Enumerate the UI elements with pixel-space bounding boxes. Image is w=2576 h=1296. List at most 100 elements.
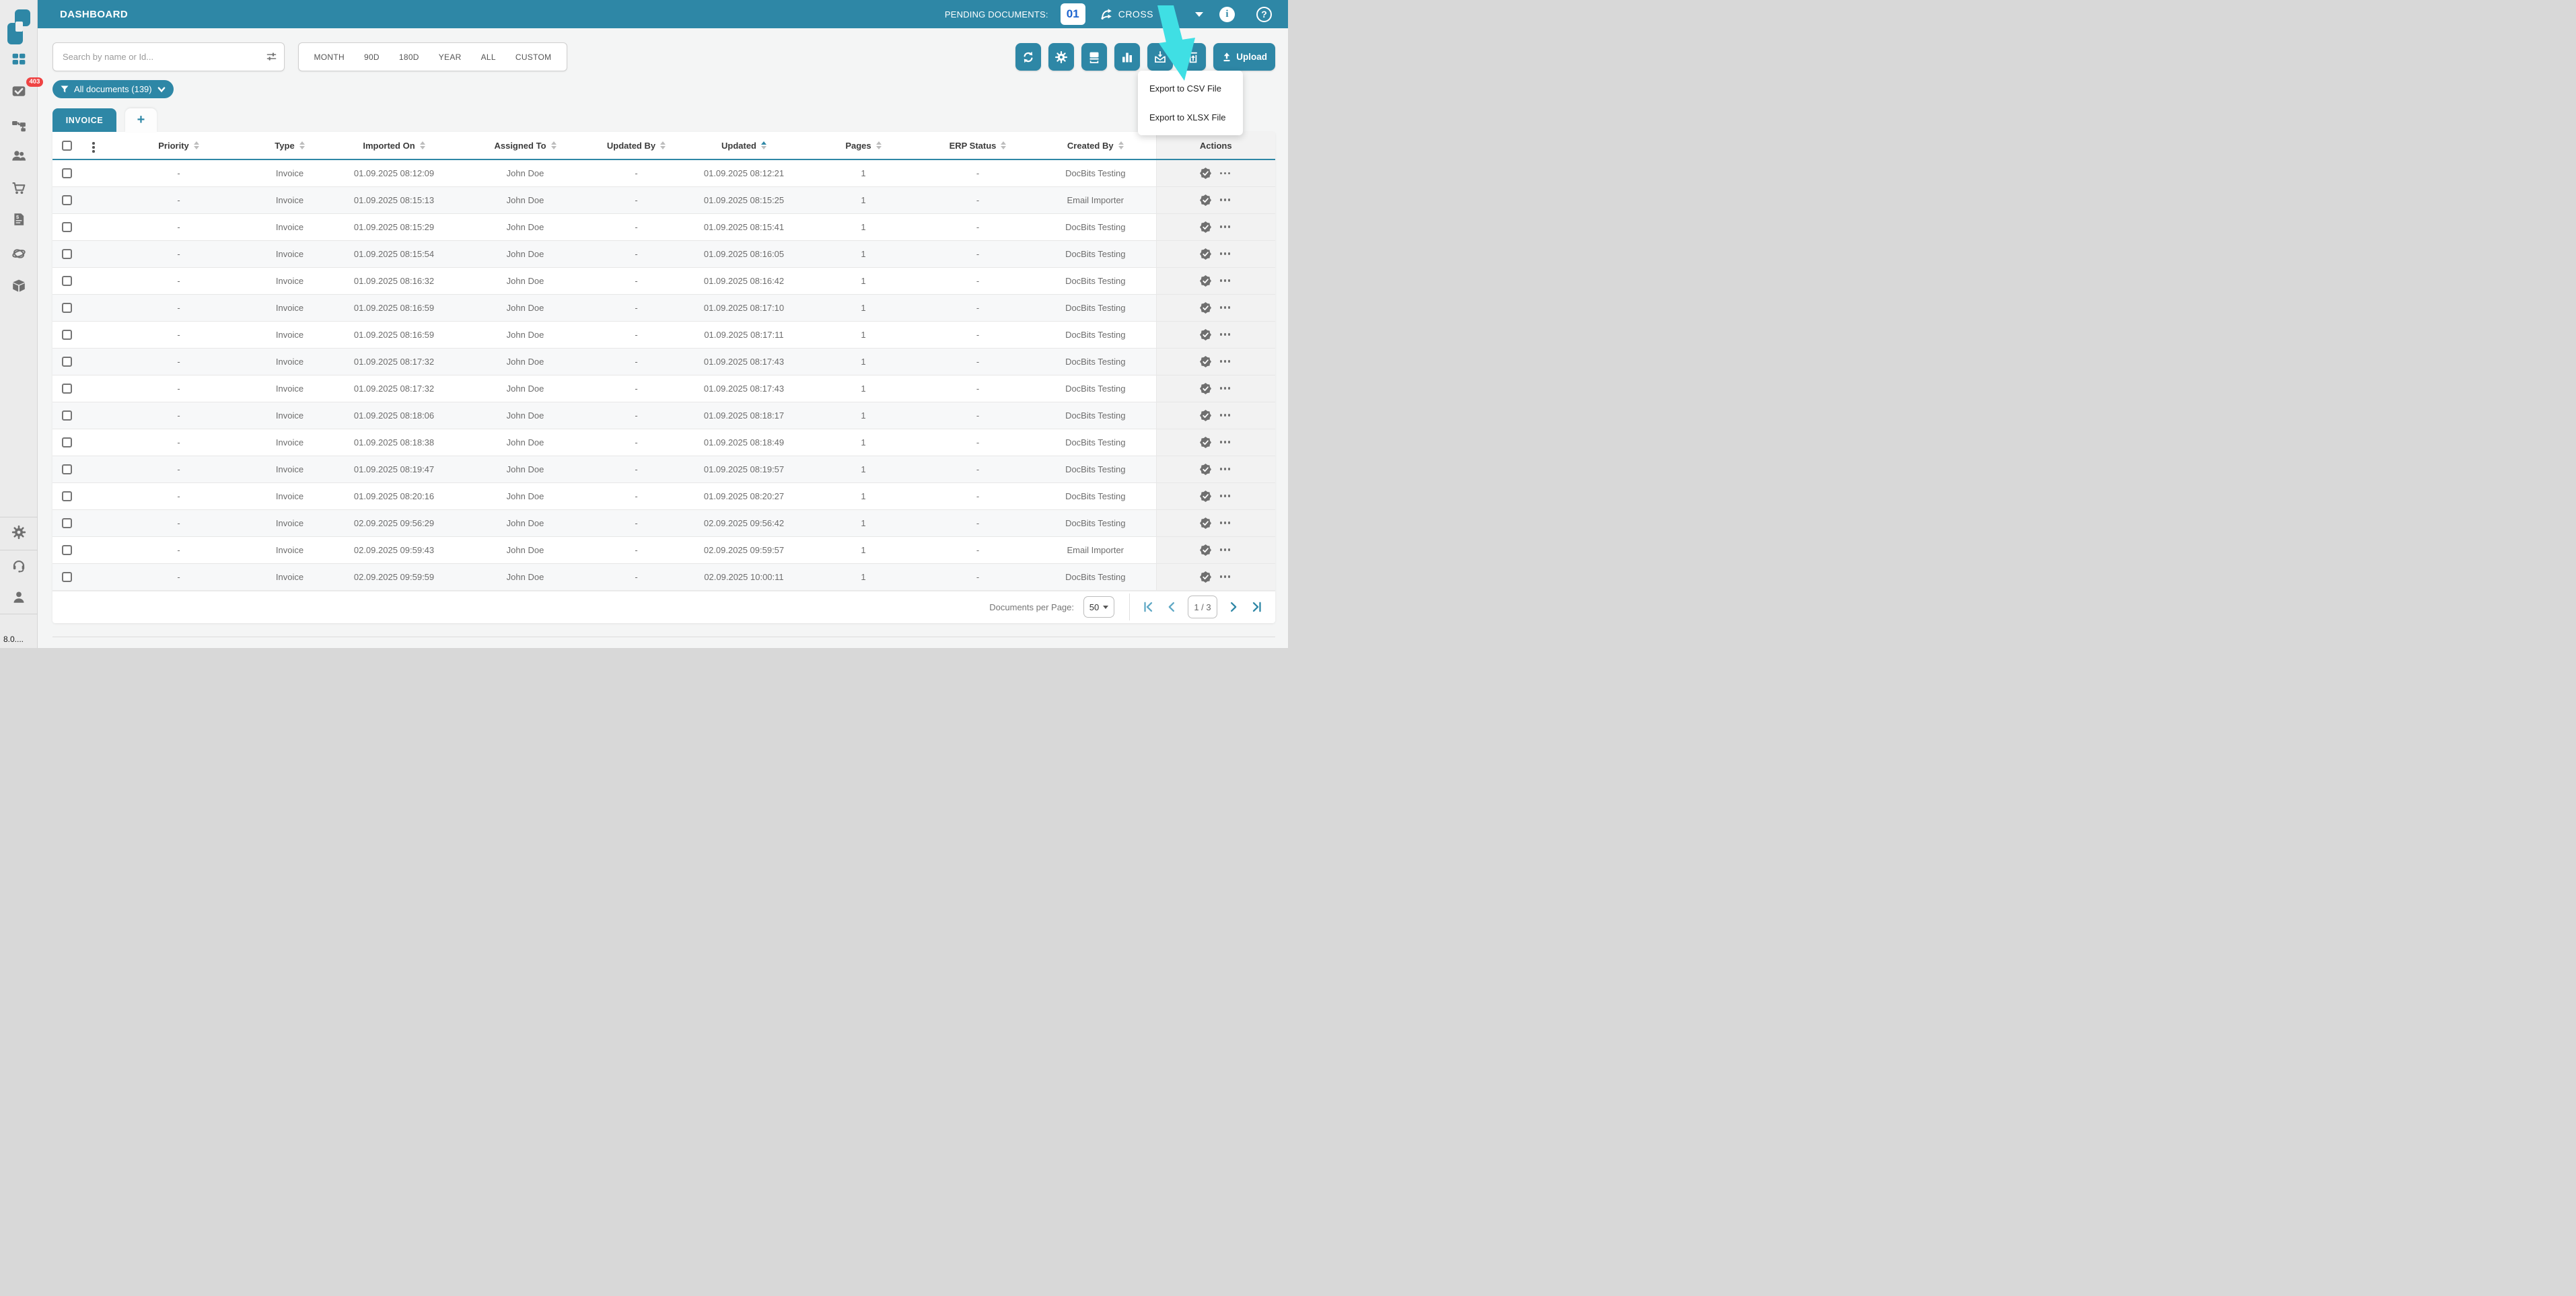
row-checkbox[interactable] (62, 222, 72, 232)
row-actions-menu-icon[interactable] (1218, 573, 1233, 580)
row-actions-menu-icon[interactable] (1218, 385, 1233, 392)
last-page-button[interactable] (1250, 600, 1263, 614)
verified-badge-icon[interactable] (1200, 437, 1211, 448)
row-actions-menu-icon[interactable] (1218, 304, 1233, 311)
table-row[interactable]: -Invoice01.09.2025 08:17:32John Doe-01.0… (52, 348, 1275, 375)
column-header-created-by[interactable]: Created By (1035, 132, 1156, 159)
sidebar-item-packages[interactable] (11, 279, 26, 293)
verified-badge-icon[interactable] (1200, 275, 1211, 287)
sidebar-item-integrations[interactable] (11, 246, 26, 261)
column-menu-icon[interactable] (90, 140, 97, 155)
date-filter-all[interactable]: ALL (480, 50, 497, 65)
per-page-select[interactable]: 50 (1083, 596, 1114, 618)
sort-icons[interactable] (194, 141, 199, 149)
table-row[interactable]: -Invoice01.09.2025 08:12:09John Doe-01.0… (52, 159, 1275, 186)
column-header-pages[interactable]: Pages (806, 132, 921, 159)
refresh-button[interactable] (1015, 43, 1041, 71)
row-checkbox[interactable] (62, 276, 72, 286)
verified-badge-icon[interactable] (1200, 329, 1211, 340)
verified-badge-icon[interactable] (1200, 221, 1211, 233)
sidebar-item-tasks[interactable]: 403 (11, 83, 26, 98)
export-menu-item-0[interactable]: Export to CSV File (1138, 74, 1243, 103)
date-filter-month[interactable]: MONTH (312, 50, 346, 65)
info-button[interactable]: i (1219, 7, 1235, 22)
previous-page-button[interactable] (1165, 600, 1178, 614)
column-header-updated-by[interactable]: Updated By (591, 132, 682, 159)
table-row[interactable]: -Invoice01.09.2025 08:18:38John Doe-01.0… (52, 429, 1275, 456)
table-row[interactable]: -Invoice01.09.2025 08:20:16John Doe-01.0… (52, 482, 1275, 509)
settings-button[interactable] (1048, 43, 1074, 71)
table-row[interactable]: -Invoice01.09.2025 08:15:29John Doe-01.0… (52, 213, 1275, 240)
date-filter-year[interactable]: YEAR (437, 50, 463, 65)
verified-badge-icon[interactable] (1200, 517, 1211, 529)
sidebar-item-users[interactable] (11, 149, 26, 164)
table-row[interactable]: -Invoice02.09.2025 09:56:29John Doe-02.0… (52, 509, 1275, 536)
date-filter-90d[interactable]: 90D (363, 50, 381, 65)
column-header-erp-status[interactable]: ERP Status (921, 132, 1035, 159)
verified-badge-icon[interactable] (1200, 383, 1211, 394)
advanced-filter-icon[interactable] (266, 51, 277, 63)
column-header-priority[interactable]: Priority (106, 132, 251, 159)
row-checkbox[interactable] (62, 357, 72, 367)
row-actions-menu-icon[interactable] (1218, 519, 1233, 526)
row-actions-menu-icon[interactable] (1218, 196, 1233, 203)
table-row[interactable]: -Invoice01.09.2025 08:18:06John Doe-01.0… (52, 402, 1275, 429)
upload-button[interactable]: Upload (1213, 43, 1275, 71)
sidebar-item-workflow[interactable] (11, 118, 26, 133)
export-menu-item-1[interactable]: Export to XLSX File (1138, 103, 1243, 132)
help-button[interactable]: ? (1256, 7, 1272, 22)
column-header-updated[interactable]: Updated (682, 132, 806, 159)
sort-icons[interactable] (660, 141, 666, 149)
sort-icons[interactable] (1118, 141, 1124, 149)
export-button[interactable] (1180, 43, 1206, 71)
row-checkbox[interactable] (62, 491, 72, 501)
table-row[interactable]: -Invoice01.09.2025 08:19:47John Doe-01.0… (52, 456, 1275, 482)
date-filter-custom[interactable]: CUSTOM (514, 50, 553, 65)
row-actions-menu-icon[interactable] (1218, 493, 1233, 499)
documents-filter-chip[interactable]: All documents (139) (52, 80, 174, 98)
column-header-type[interactable]: Type (251, 132, 328, 159)
sort-icons[interactable] (551, 141, 557, 149)
sidebar-item-settings[interactable] (11, 525, 26, 540)
row-actions-menu-icon[interactable] (1218, 223, 1233, 230)
row-checkbox[interactable] (62, 249, 72, 259)
date-filter-180d[interactable]: 180D (398, 50, 421, 65)
verified-badge-icon[interactable] (1200, 356, 1211, 367)
row-checkbox[interactable] (62, 545, 72, 555)
sidebar-item-invoices[interactable]: $ (11, 212, 26, 227)
row-checkbox[interactable] (62, 384, 72, 394)
column-header-assigned-to[interactable]: Assigned To (460, 132, 591, 159)
table-row[interactable]: -Invoice02.09.2025 09:59:43John Doe-02.0… (52, 536, 1275, 563)
row-actions-menu-icon[interactable] (1218, 170, 1233, 177)
scan-button[interactable] (1081, 43, 1107, 71)
table-row[interactable]: -Invoice01.09.2025 08:15:13John Doe-01.0… (52, 186, 1275, 213)
row-checkbox[interactable] (62, 464, 72, 474)
table-row[interactable]: -Invoice02.09.2025 09:59:59John Doe-02.0… (52, 563, 1275, 590)
row-actions-menu-icon[interactable] (1218, 277, 1233, 284)
sidebar-item-purchase[interactable] (11, 181, 26, 196)
analytics-button[interactable] (1114, 43, 1140, 71)
sort-icons[interactable] (876, 141, 882, 149)
row-checkbox[interactable] (62, 195, 72, 205)
row-checkbox[interactable] (62, 410, 72, 421)
row-actions-menu-icon[interactable] (1218, 331, 1233, 338)
table-row[interactable]: -Invoice01.09.2025 08:16:32John Doe-01.0… (52, 267, 1275, 294)
verified-badge-icon[interactable] (1200, 168, 1211, 179)
row-checkbox[interactable] (62, 518, 72, 528)
row-checkbox[interactable] (62, 572, 72, 582)
select-all-checkbox[interactable] (62, 141, 72, 151)
row-checkbox[interactable] (62, 330, 72, 340)
org-dropdown-caret-icon[interactable] (1195, 12, 1203, 17)
sort-icons[interactable] (761, 141, 766, 149)
table-row[interactable]: -Invoice01.09.2025 08:16:59John Doe-01.0… (52, 294, 1275, 321)
table-row[interactable]: -Invoice01.09.2025 08:17:32John Doe-01.0… (52, 375, 1275, 402)
email-import-button[interactable] (1147, 43, 1173, 71)
row-actions-menu-icon[interactable] (1218, 250, 1233, 257)
verified-badge-icon[interactable] (1200, 464, 1211, 475)
verified-badge-icon[interactable] (1200, 194, 1211, 206)
verified-badge-icon[interactable] (1200, 302, 1211, 314)
sort-icons[interactable] (299, 141, 305, 149)
row-checkbox[interactable] (62, 437, 72, 447)
verified-badge-icon[interactable] (1200, 544, 1211, 556)
verified-badge-icon[interactable] (1200, 410, 1211, 421)
